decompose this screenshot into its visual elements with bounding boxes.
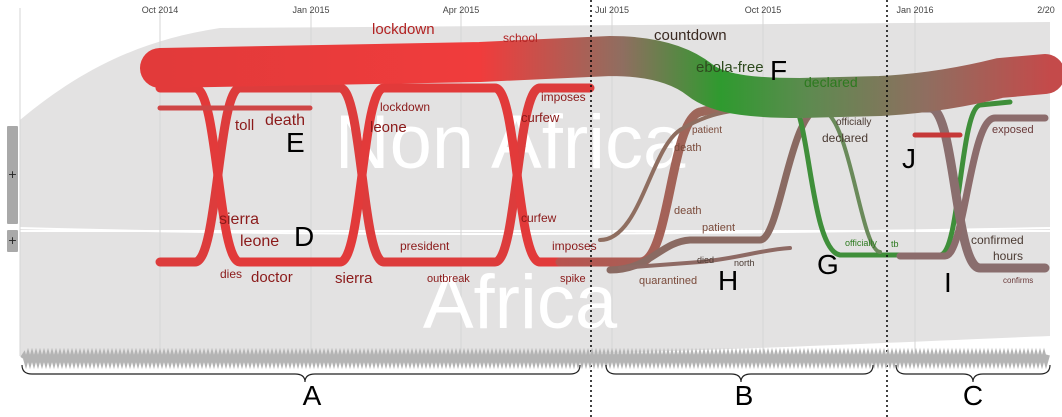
timeline-scrubber[interactable] bbox=[20, 347, 1050, 370]
annotation-e: E bbox=[286, 127, 305, 158]
stream-confirmed-hours bbox=[875, 103, 1050, 273]
keyword-declared-2: declared bbox=[822, 131, 868, 145]
keyword-leone-2: leone bbox=[240, 233, 279, 250]
annotation-f: F bbox=[770, 55, 787, 86]
tick-label: 2/20 bbox=[1037, 5, 1055, 15]
keyword-sierra-2: sierra bbox=[335, 270, 373, 287]
keyword-confirms: confirms bbox=[1003, 276, 1033, 285]
keyword-hours: hours bbox=[993, 249, 1023, 263]
keyword-curfew-2: curfew bbox=[521, 211, 557, 225]
plus-icon: + bbox=[7, 234, 18, 247]
annotation-j: J bbox=[902, 143, 916, 174]
period-braces bbox=[21, 364, 1051, 383]
timeline-axis: Oct 2014 Jan 2015 Apr 2015 Jul 2015 Oct … bbox=[142, 5, 1055, 15]
keyword-toll: toll bbox=[235, 117, 254, 134]
keyword-quarantined: quarantined bbox=[639, 275, 697, 287]
keyword-imposes-2: imposes bbox=[552, 239, 597, 253]
annotation-g: G bbox=[817, 249, 839, 280]
plus-icon: + bbox=[7, 168, 18, 181]
keyword-president: president bbox=[400, 239, 450, 253]
period-label-c: C bbox=[963, 380, 983, 411]
stream-main-flow bbox=[140, 35, 1062, 119]
keyword-lockdown: lockdown bbox=[372, 21, 435, 38]
keyword-dies: dies bbox=[220, 267, 242, 281]
keyword-leone: leone bbox=[370, 119, 407, 136]
period-labels: A B C bbox=[303, 380, 983, 411]
keyword-countdown: countdown bbox=[654, 27, 727, 44]
keyword-death-3: death bbox=[674, 205, 702, 217]
keyword-doctor: doctor bbox=[251, 269, 293, 286]
stream-patient-branch bbox=[598, 106, 762, 242]
keyword-patient: patient bbox=[692, 125, 722, 136]
tick-label: Jan 2016 bbox=[896, 5, 933, 15]
keyword-death: death bbox=[265, 112, 305, 129]
annotation-i: I bbox=[944, 267, 952, 298]
keyword-imposes: imposes bbox=[541, 90, 586, 104]
tick-label: Jul 2015 bbox=[595, 5, 629, 15]
keyword-declared: declared bbox=[804, 74, 858, 90]
keyword-outbreak: outbreak bbox=[427, 273, 470, 285]
keyword-tb: tb bbox=[891, 239, 899, 249]
keyword-confirmed: confirmed bbox=[971, 233, 1024, 247]
annotation-h: H bbox=[718, 265, 738, 296]
keyword-curfew: curfew bbox=[521, 110, 560, 125]
keyword-exposed: exposed bbox=[992, 124, 1034, 136]
keyword-labels: lockdown school countdown ebola-free dec… bbox=[219, 21, 1034, 287]
tick-label: Oct 2015 bbox=[745, 5, 782, 15]
keyword-lockdown-2: lockdown bbox=[380, 100, 430, 114]
keyword-died: died bbox=[697, 255, 714, 265]
period-label-b: B bbox=[735, 380, 754, 411]
keyword-ebola-free: ebola-free bbox=[696, 59, 764, 76]
keyword-school: school bbox=[503, 31, 538, 45]
africa-label: Africa bbox=[423, 260, 618, 345]
keyword-officially: officially bbox=[836, 117, 871, 128]
keyword-north: north bbox=[734, 258, 755, 268]
stream-exposed bbox=[896, 114, 1049, 260]
stream-upper-loops bbox=[155, 83, 615, 267]
annotation-d: D bbox=[294, 221, 314, 252]
expand-africa-button[interactable]: + bbox=[7, 230, 18, 252]
expand-non-africa-button[interactable]: + bbox=[7, 126, 18, 224]
keyword-sierra: sierra bbox=[219, 211, 259, 228]
tick-label: Apr 2015 bbox=[443, 5, 480, 15]
keyword-patient-2: patient bbox=[702, 222, 735, 234]
keyword-spike: spike bbox=[560, 273, 586, 285]
keyword-officially-2: officially bbox=[845, 238, 877, 248]
keyword-death-2: death bbox=[674, 142, 702, 154]
annotation-letters: D E F G H I J bbox=[286, 55, 952, 298]
story-streams bbox=[140, 35, 1062, 274]
period-label-a: A bbox=[303, 380, 322, 411]
stream-quarantined bbox=[618, 246, 792, 270]
tick-label: Oct 2014 bbox=[142, 5, 179, 15]
tick-label: Jan 2015 bbox=[292, 5, 329, 15]
